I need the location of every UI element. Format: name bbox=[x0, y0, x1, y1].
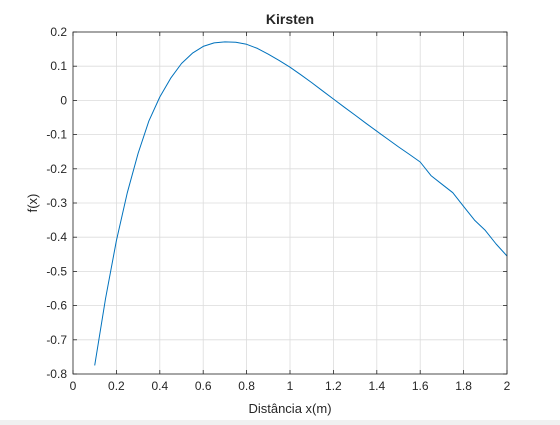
x-tick-label: 1.8 bbox=[455, 379, 472, 393]
curve-layer bbox=[94, 41, 508, 366]
x-tick-label: 1 bbox=[287, 379, 294, 393]
x-tick-label: 0.4 bbox=[151, 379, 168, 393]
chart-title: Kirsten bbox=[266, 11, 314, 27]
x-tick-label: 1.6 bbox=[412, 379, 429, 393]
y-tick-label: -0.6 bbox=[46, 299, 67, 313]
y-ticks: -0.8 -0.7 -0.6 -0.5 -0.4 -0.3 -0.2 -0.1 0 0.1 0.2 bbox=[46, 25, 507, 381]
x-tick-label: 1.4 bbox=[368, 379, 385, 393]
y-tick-label: -0.3 bbox=[46, 196, 67, 210]
x-axis-label: Distância x(m) bbox=[248, 401, 331, 416]
y-tick-label: -0.2 bbox=[46, 162, 67, 176]
x-tick-label: 2 bbox=[504, 379, 511, 393]
y-tick-label: -0.1 bbox=[46, 128, 67, 142]
x-tick-label: 0.6 bbox=[195, 379, 212, 393]
x-tick-label: 0.2 bbox=[108, 379, 125, 393]
y-tick-label: -0.5 bbox=[46, 264, 67, 278]
series-line bbox=[94, 41, 508, 366]
y-tick-label: 0.1 bbox=[50, 59, 67, 73]
x-tick-label: 1.2 bbox=[325, 379, 342, 393]
y-tick-label: 0 bbox=[60, 93, 67, 107]
y-tick-label: -0.4 bbox=[46, 230, 67, 244]
y-axis-label: f(x) bbox=[25, 194, 40, 213]
y-tick-label: -0.8 bbox=[46, 367, 67, 381]
x-tick-label: 0.8 bbox=[238, 379, 255, 393]
x-ticks: 0 0.2 0.4 0.6 0.8 1 1.2 1.4 1.6 1.8 2 bbox=[70, 32, 511, 393]
y-tick-label: 0.2 bbox=[50, 25, 67, 39]
y-tick-label: -0.7 bbox=[46, 333, 67, 347]
x-tick-label: 0 bbox=[70, 379, 77, 393]
